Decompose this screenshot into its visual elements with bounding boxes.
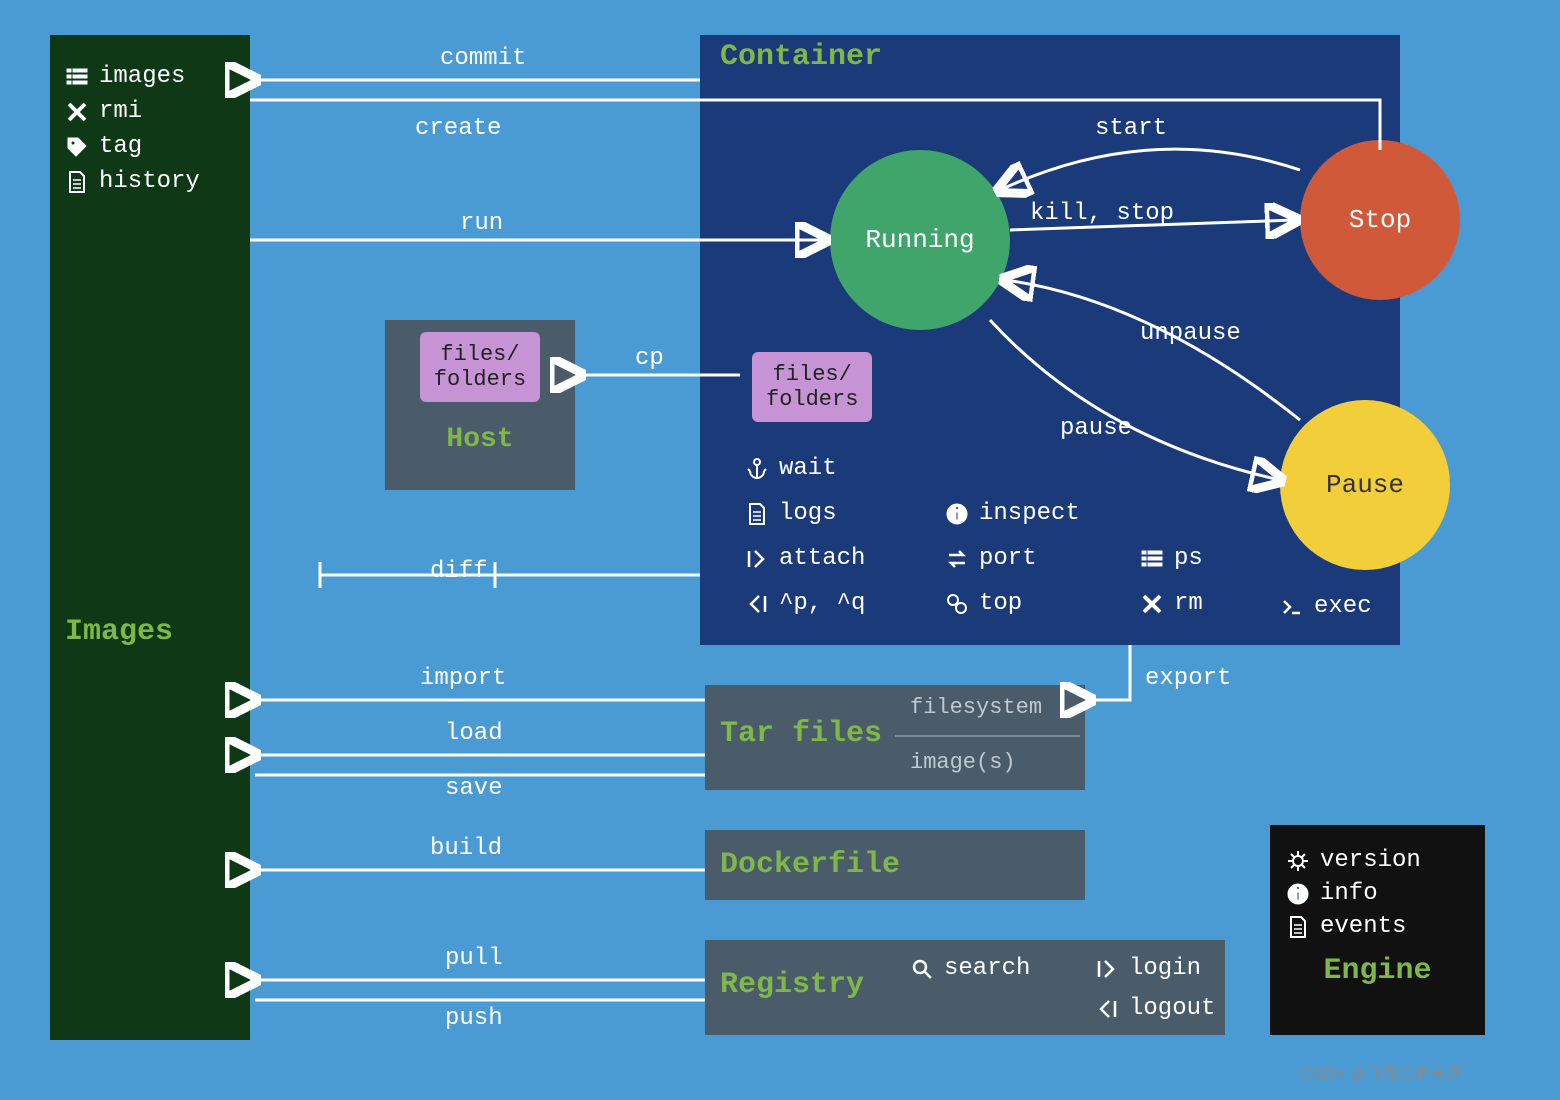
edge-run: run (460, 210, 503, 237)
cmd-top: top (945, 590, 1022, 617)
edge-cp: cp (635, 345, 664, 372)
cmd-label: rm (1174, 590, 1203, 617)
cmd-label: top (979, 590, 1022, 617)
cmd-label: version (1320, 847, 1421, 874)
list-icon (1140, 547, 1164, 571)
state-stop: Stop (1300, 140, 1460, 300)
tar-line-filesystem: filesystem (910, 695, 1042, 720)
tar-line-images: image(s) (910, 750, 1016, 775)
cmd-label: search (944, 955, 1030, 982)
edge-save: save (445, 775, 503, 802)
cmd-label: logout (1129, 995, 1215, 1022)
edge-unpause: unpause (1140, 320, 1241, 347)
host-files-box: files/ folders (420, 332, 540, 402)
host-panel: files/ folders Host (385, 320, 575, 490)
cmd-port: port (945, 545, 1037, 572)
cmd-ps: ps (1140, 545, 1203, 572)
cmd-login: login (1095, 955, 1201, 982)
container-files-box: files/ folders (752, 352, 872, 422)
dockerfile-panel: Dockerfile (705, 830, 1085, 900)
cmd-rmi: rmi (65, 98, 235, 125)
cmd-exec: exec (1280, 593, 1372, 620)
cmd-label: tag (99, 133, 142, 160)
edge-import: import (420, 665, 506, 692)
info-icon (945, 502, 969, 526)
cmd-label: ^p, ^q (779, 590, 865, 617)
cmd-search: search (910, 955, 1030, 982)
state-label: Pause (1326, 470, 1404, 500)
edge-diff: diff (430, 558, 488, 585)
cmd-label: wait (779, 455, 837, 482)
tar-divider (895, 735, 1080, 737)
cmd-events: events (1286, 913, 1469, 940)
cmd-label: exec (1314, 593, 1372, 620)
cmd-label: inspect (979, 500, 1080, 527)
document-icon (1286, 915, 1310, 939)
gear-icon (1286, 849, 1310, 873)
cmd-rm: rm (1140, 590, 1203, 617)
edge-start: start (1095, 115, 1167, 142)
cmd-version: version (1286, 847, 1469, 874)
cmd-tag: tag (65, 133, 235, 160)
state-label: Running (865, 225, 974, 255)
cmd-label: info (1320, 880, 1378, 907)
cmd-detach: ^p, ^q (745, 590, 865, 617)
state-running: Running (830, 150, 1010, 330)
container-title: Container (720, 40, 882, 74)
edge-pause: pause (1060, 415, 1132, 442)
cmd-info: info (1286, 880, 1469, 907)
engine-panel: version info events Engine (1270, 825, 1485, 1035)
enter-icon (1095, 957, 1119, 981)
cmd-label: logs (779, 500, 837, 527)
info-icon (1286, 882, 1310, 906)
exit-icon (745, 592, 769, 616)
edge-commit: commit (440, 45, 526, 72)
tar-title: Tar files (720, 717, 882, 751)
cmd-images: images (65, 63, 235, 90)
x-icon (65, 100, 89, 124)
cmd-label: history (99, 168, 200, 195)
anchor-icon (745, 457, 769, 481)
exit-icon (1095, 997, 1119, 1021)
edge-pull: pull (445, 945, 503, 972)
edge-killstop: kill, stop (1030, 200, 1174, 227)
images-title: Images (65, 615, 235, 649)
watermark: CSDN @飞哥亡命天涯 (1300, 1060, 1462, 1084)
images-panel: images rmi tag history Images (50, 35, 250, 1040)
prompt-icon (1280, 595, 1304, 619)
search-icon (910, 957, 934, 981)
state-pause: Pause (1280, 400, 1450, 570)
cmd-label: port (979, 545, 1037, 572)
engine-title: Engine (1286, 954, 1469, 988)
cmd-attach: attach (745, 545, 865, 572)
edge-export: export (1145, 665, 1231, 692)
cmd-label: events (1320, 913, 1406, 940)
host-title: Host (385, 424, 575, 455)
cmd-label: images (99, 63, 185, 90)
registry-title: Registry (720, 968, 864, 1002)
cmd-label: ps (1174, 545, 1203, 572)
gears-icon (945, 592, 969, 616)
cmd-label: attach (779, 545, 865, 572)
tag-icon (65, 135, 89, 159)
edge-load: load (445, 720, 503, 747)
edge-create: create (415, 115, 501, 142)
cmd-wait: wait (745, 455, 837, 482)
cmd-logout: logout (1095, 995, 1215, 1022)
cmd-label: rmi (99, 98, 142, 125)
edge-build: build (430, 835, 502, 862)
cmd-inspect: inspect (945, 500, 1080, 527)
state-label: Stop (1349, 205, 1411, 235)
document-icon (745, 502, 769, 526)
enter-icon (745, 547, 769, 571)
dockerfile-title: Dockerfile (720, 848, 900, 882)
cmd-label: login (1129, 955, 1201, 982)
edge-push: push (445, 1005, 503, 1032)
x-icon (1140, 592, 1164, 616)
cmd-history: history (65, 168, 235, 195)
swap-icon (945, 547, 969, 571)
cmd-logs: logs (745, 500, 837, 527)
list-icon (65, 65, 89, 89)
document-icon (65, 170, 89, 194)
